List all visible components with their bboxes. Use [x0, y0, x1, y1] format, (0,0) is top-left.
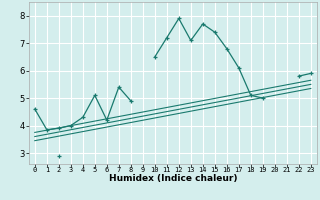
X-axis label: Humidex (Indice chaleur): Humidex (Indice chaleur) — [108, 174, 237, 183]
